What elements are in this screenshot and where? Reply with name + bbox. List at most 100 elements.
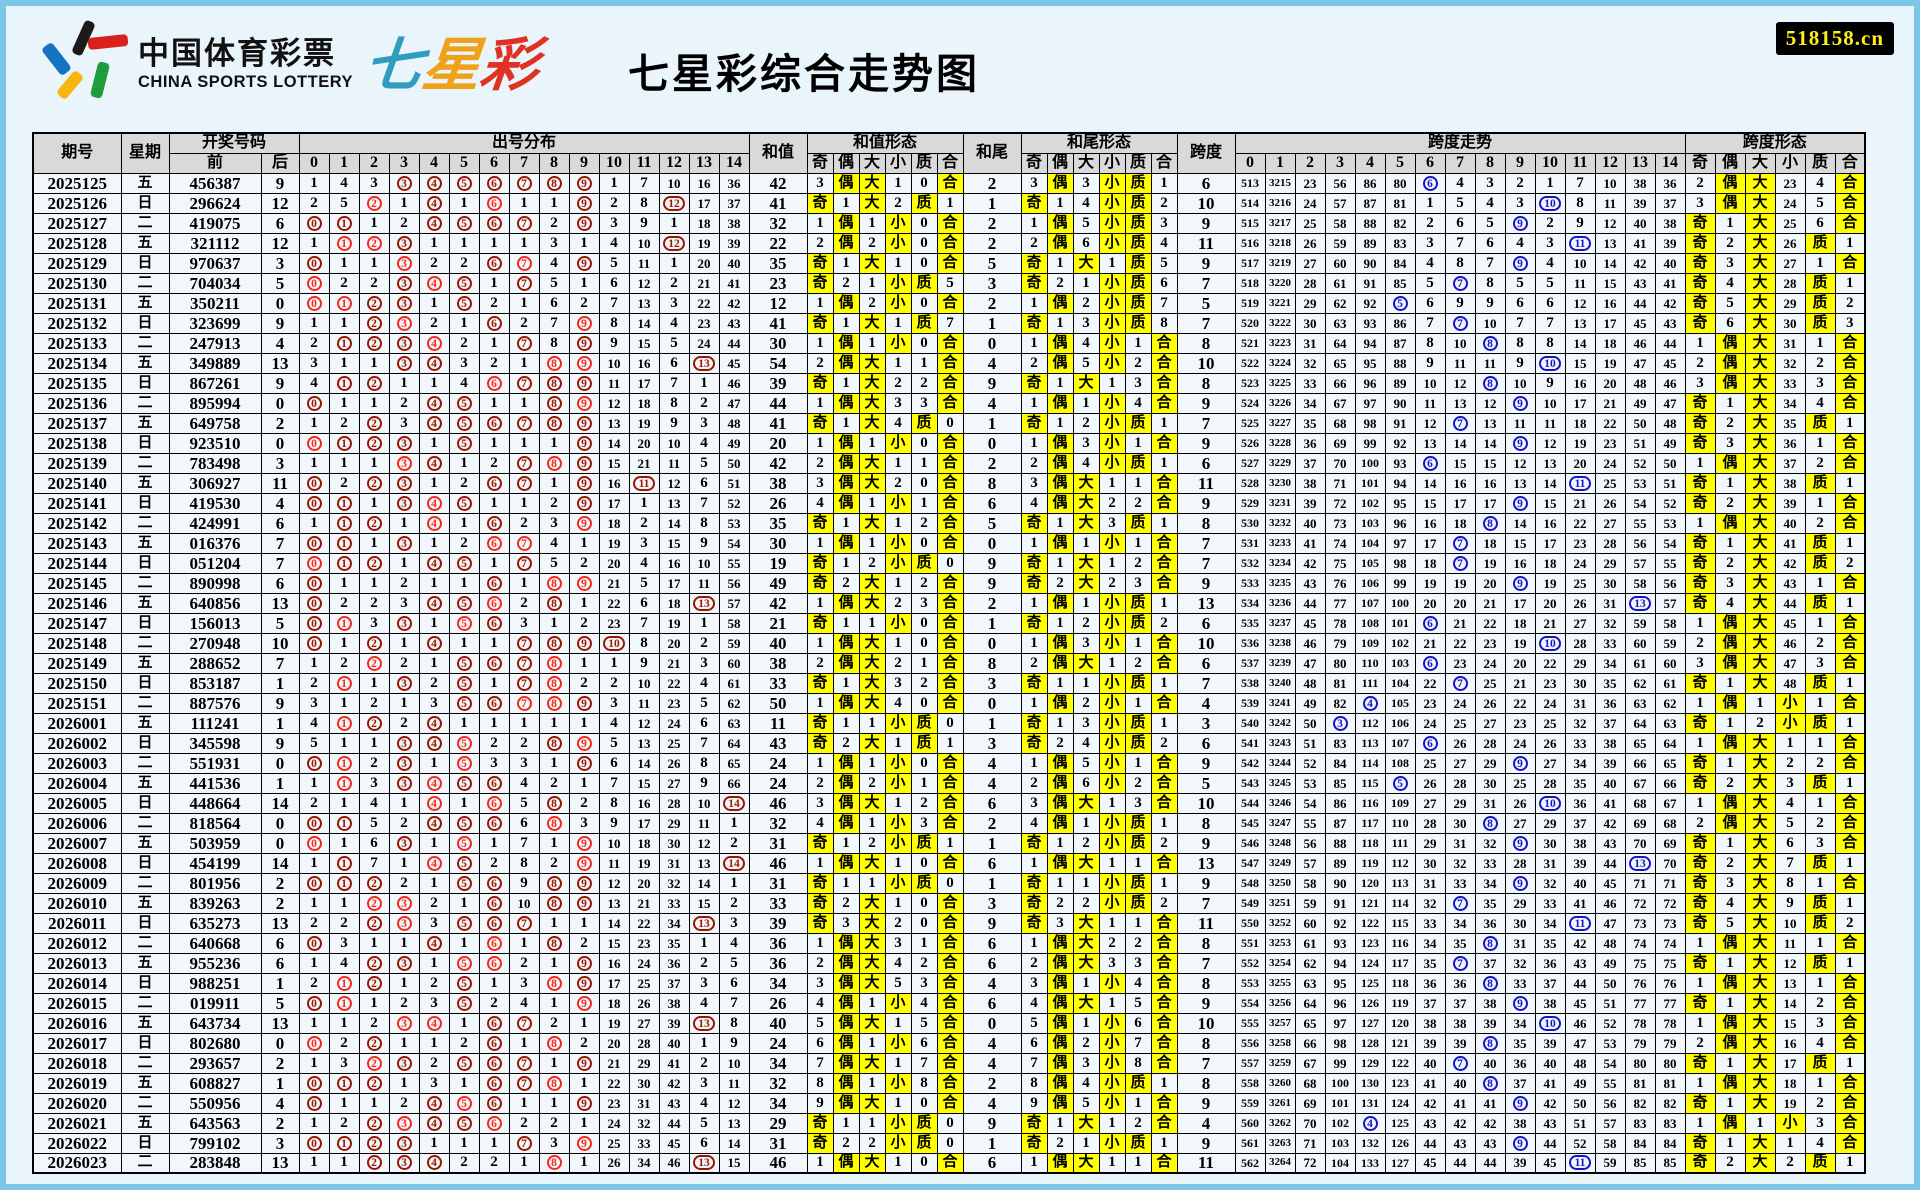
- cell-tail: 1: [962, 1132, 1022, 1154]
- cell-sumform: 0: [910, 432, 938, 454]
- cell-spantrend: 42: [1564, 932, 1596, 954]
- cell-spanform-active: 奇: [1684, 1132, 1716, 1154]
- cell-tailform-active: 奇: [1020, 612, 1048, 634]
- cell-dist: 1: [718, 872, 750, 894]
- cell-dist: 16: [658, 552, 690, 574]
- cell-dist: 1: [298, 852, 330, 874]
- cell-dist: 3: [598, 692, 630, 714]
- cell-sumform-active: 合: [936, 492, 964, 514]
- cell-spantrend-circle: 9: [1512, 495, 1528, 511]
- cell-tailform-active: 小: [1098, 1132, 1126, 1154]
- cell-spanform: 31: [1774, 332, 1806, 354]
- cell-dist-circle: 5: [456, 875, 472, 891]
- cell-spantrend: 117: [1384, 952, 1416, 974]
- cell-dist: 26: [628, 992, 660, 1014]
- cell-tailform: 2: [1072, 292, 1100, 314]
- cell-dist-hit: 5: [448, 912, 480, 934]
- cell-sumform-active: 质: [910, 312, 938, 334]
- cell-spantrend: 55: [1294, 812, 1326, 834]
- cell-dist: 6: [508, 812, 540, 834]
- cell-spantrend: 13: [1414, 432, 1446, 454]
- cell-front: 853187: [168, 672, 262, 694]
- cell-sumform-active: 小: [884, 272, 912, 294]
- cell-dist: 1: [628, 492, 660, 514]
- cell-dist-hit: 2: [358, 472, 390, 494]
- cell-spanform: 2: [1804, 452, 1836, 474]
- cell-tailform: 1: [1072, 672, 1100, 694]
- cell-front: 640668: [168, 932, 262, 954]
- cell-sum: 34: [748, 1092, 808, 1114]
- cell-dist: 4: [598, 232, 630, 254]
- cell-tailform-active: 小: [1098, 392, 1126, 414]
- cell-spantrend-circle: 5: [1392, 295, 1408, 311]
- table-row: 2026020 二 550956 4 0 1 1 2 4 5 6 1 1 9 23 31 43 4 12 34 9 偶大 1…: [32, 1092, 1866, 1114]
- cell-spantrend: 3256: [1264, 992, 1296, 1014]
- cell-week: 五: [120, 472, 170, 494]
- cell-dist-hit: 2: [358, 1132, 390, 1154]
- cell-dist: 4: [298, 712, 330, 734]
- cell-dist: 43: [658, 1092, 690, 1114]
- cell-dist: 37: [718, 192, 750, 214]
- cell-spantrend: 63: [1324, 312, 1356, 334]
- cell-spantrend-circle: 9: [1512, 215, 1528, 231]
- cell-sumform: 1: [910, 352, 938, 374]
- cell-dist: 8: [658, 392, 690, 414]
- cell-dist: 1: [448, 192, 480, 214]
- cell-sumform-active: 小: [884, 492, 912, 514]
- cell-period: 2025134: [32, 352, 122, 374]
- cell-spantrend-hit: 6: [1414, 652, 1446, 674]
- cell-dist-circle: 9: [576, 435, 592, 451]
- cell-spantrend: 49: [1624, 392, 1656, 414]
- cell-sumform: 0: [936, 412, 964, 434]
- cell-spantrend-hit: 9: [1504, 1092, 1536, 1114]
- cell-dist: 1: [448, 932, 480, 954]
- cell-dist: 16: [598, 472, 630, 494]
- cell-spantrend: 2: [1504, 172, 1536, 194]
- cell-spantrend: 122: [1354, 912, 1386, 934]
- cell-dist-circle: 7: [516, 255, 532, 271]
- cell-sumform-active: 合: [936, 432, 964, 454]
- cell-dist-hit: 1: [328, 852, 360, 874]
- cell-dist: 3: [478, 752, 510, 774]
- cell-spantrend: 40: [1444, 1072, 1476, 1094]
- cell-spanform: 6: [1804, 212, 1836, 234]
- cell-sumform-active: 大: [858, 252, 886, 274]
- cell-sumform-active: 合: [936, 792, 964, 814]
- cell-tailform: 4: [1072, 332, 1100, 354]
- cell-dist-hit: 2: [358, 312, 390, 334]
- cell-tailform-active: 小: [1098, 352, 1126, 374]
- cell-dist-hit: 1: [328, 872, 360, 894]
- cell-sumform-active: 奇: [806, 1132, 834, 1154]
- cell-dist-circle: 2: [366, 315, 382, 331]
- cell-tailform: 8: [1020, 1072, 1048, 1094]
- cell-dist: 9: [718, 1032, 750, 1054]
- cell-tailform: 1: [1020, 1152, 1048, 1174]
- cell-spantrend: 23: [1414, 692, 1446, 714]
- cell-dist-hit: 6: [478, 312, 510, 334]
- cell-spantrend: 64: [1294, 992, 1326, 1014]
- cell-tailform-active: 小: [1098, 1032, 1126, 1054]
- cell-dist-hit: 7: [508, 912, 540, 934]
- cell-spantrend-hit: 4: [1354, 1112, 1386, 1134]
- cell-dist-circle: 9: [576, 575, 592, 591]
- cell-sumform-active: 合: [936, 1092, 964, 1114]
- cell-spanform-active: 奇: [1684, 232, 1716, 254]
- cell-spantrend: 29: [1444, 792, 1476, 814]
- cell-dist-circle: 6: [486, 815, 502, 831]
- cell-spantrend: 41: [1294, 532, 1326, 554]
- brand-text: 中国体育彩票 CHINA SPORTS LOTTERY: [138, 28, 353, 92]
- cell-dist-hit: 5: [448, 272, 480, 294]
- cell-spantrend: 3252: [1264, 912, 1296, 934]
- cell-dist: 13: [718, 1112, 750, 1134]
- cell-tailform-active: 小: [1098, 332, 1126, 354]
- cell-spanform-active: 合: [1834, 932, 1866, 954]
- cell-spantrend: 7: [1564, 172, 1596, 194]
- cell-dist: 1: [358, 352, 390, 374]
- cell-sumform-active: 偶: [832, 492, 860, 514]
- cell-spantrend-circle: 10: [1539, 795, 1561, 811]
- cell-tailform-active: 奇: [1020, 912, 1048, 934]
- cell-sum: 36: [748, 932, 808, 954]
- cell-spantrend: 3262: [1264, 1112, 1296, 1134]
- cell-spantrend: 3263: [1264, 1132, 1296, 1154]
- cell-tailform: 1: [1072, 272, 1100, 294]
